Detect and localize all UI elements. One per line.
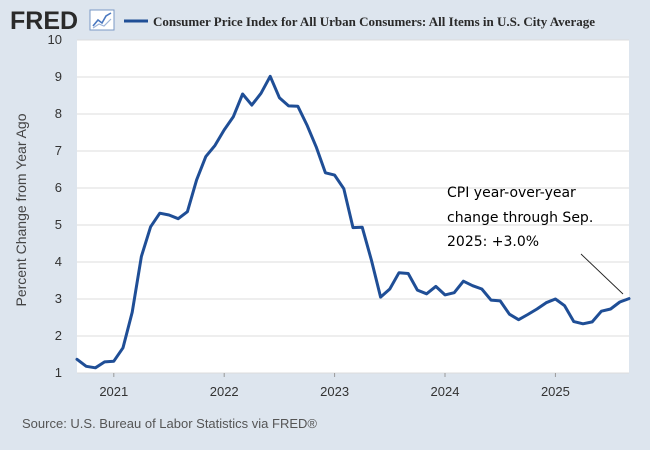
y-tick-label: 2 (55, 328, 62, 343)
annotation: CPI year-over-year change through Sep. 2… (447, 185, 624, 295)
y-tick-label: 1 (55, 365, 62, 380)
x-tick-label: 2024 (431, 384, 460, 399)
annotation-line-3: 2025: +3.0% (447, 234, 539, 250)
x-tick-label: 2025 (541, 384, 570, 399)
fred-graph-icon (89, 9, 115, 31)
y-tick-label: 4 (55, 254, 62, 269)
x-tick-label: 2023 (320, 384, 349, 399)
y-tick-label: 5 (55, 217, 62, 232)
x-tick-label: 2021 (99, 384, 128, 399)
annotation-line-1: CPI year-over-year (447, 185, 576, 201)
fred-logo-text: FRED (10, 8, 78, 34)
y-tick-label: 6 (55, 180, 62, 195)
y-axis-ticks: 1 2 3 4 5 6 7 8 9 10 (48, 32, 62, 380)
fred-logo[interactable]: FRED (10, 7, 120, 39)
y-axis-label: Percent Change from Year Ago (13, 113, 29, 306)
annotation-arrow (580, 253, 624, 295)
legend-label[interactable]: Consumer Price Index for All Urban Consu… (153, 14, 595, 29)
annotation-line-2: change through Sep. (447, 210, 593, 226)
y-tick-label: 8 (55, 106, 62, 121)
y-tick-label: 10 (48, 32, 62, 47)
y-tick-label: 3 (55, 291, 62, 306)
x-axis-ticks: 2021 2022 2023 2024 2025 (99, 373, 570, 399)
x-tick-label: 2022 (210, 384, 239, 399)
source-note: Source: U.S. Bureau of Labor Statistics … (22, 416, 317, 431)
plot-area (77, 40, 629, 373)
y-tick-label: 9 (55, 69, 62, 84)
series-line-cpi[interactable] (75, 74, 631, 370)
y-tick-label: 7 (55, 143, 62, 158)
